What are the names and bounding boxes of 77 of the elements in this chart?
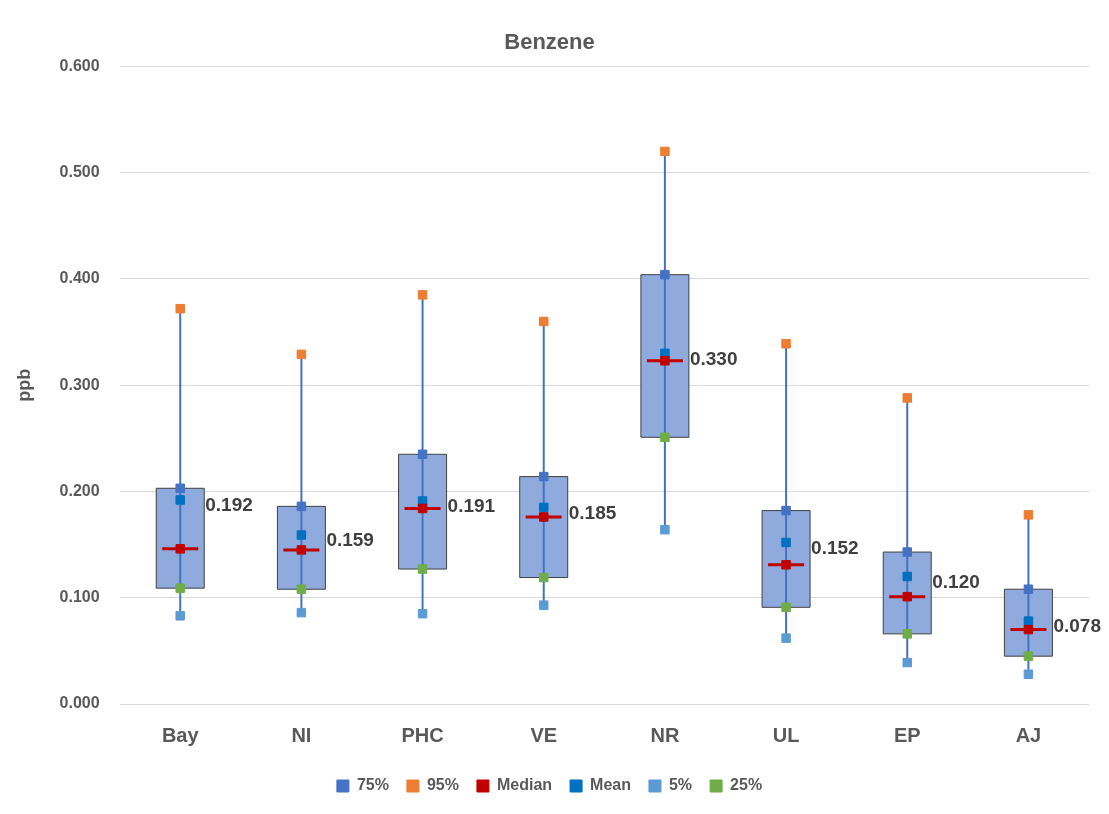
legend-label: 75%	[356, 776, 389, 794]
y-tick-label: 0.100	[59, 588, 100, 606]
point	[660, 356, 670, 366]
data-label: 0.330	[689, 347, 738, 369]
data-label: 0.191	[447, 495, 496, 517]
point	[296, 607, 307, 618]
point	[538, 502, 549, 513]
point	[296, 349, 307, 360]
data-label: 0.185	[568, 501, 617, 523]
point	[1023, 510, 1034, 520]
y-tick-label: 0.600	[59, 56, 100, 74]
point	[781, 339, 791, 349]
point	[175, 583, 185, 593]
point	[296, 584, 307, 594]
point	[781, 560, 791, 570]
legend-label: 5%	[668, 776, 693, 794]
legend-label: Mean	[590, 776, 631, 794]
point	[175, 303, 185, 314]
point	[417, 564, 428, 574]
point	[296, 545, 307, 555]
point	[417, 449, 428, 460]
legend-label: Median	[496, 776, 553, 794]
point	[902, 591, 912, 602]
point	[660, 269, 670, 280]
point	[781, 537, 791, 548]
x-tick-label: PHC	[401, 723, 444, 746]
data-label: 0.120	[932, 570, 980, 592]
point	[660, 524, 670, 535]
y-tick-label: 0.200	[59, 481, 100, 499]
y-tick-label: 0.300	[59, 375, 100, 393]
point	[660, 432, 670, 443]
data-label: 0.192	[205, 494, 253, 516]
point	[902, 657, 912, 668]
point	[1023, 584, 1034, 594]
data-label: 0.159	[326, 529, 374, 551]
point	[538, 316, 549, 327]
point	[175, 544, 185, 554]
x-tick-label: VE	[530, 723, 558, 746]
x-tick-label: NI	[291, 723, 312, 746]
point	[175, 495, 185, 505]
point	[902, 629, 912, 639]
point	[902, 571, 912, 582]
x-tick-label: NR	[650, 723, 680, 746]
y-tick-label: 0.500	[59, 163, 100, 181]
point	[538, 600, 549, 610]
point	[417, 503, 428, 514]
x-tick-label: EP	[893, 723, 921, 746]
data-label: 0.152	[811, 536, 859, 558]
point	[781, 602, 791, 613]
legend-label: 95%	[426, 776, 459, 794]
point	[1023, 624, 1034, 635]
point	[175, 611, 185, 621]
point	[538, 471, 549, 482]
data-label: 0.078	[1053, 615, 1101, 637]
point	[417, 290, 428, 300]
point	[1023, 651, 1034, 661]
legend-label: 25%	[730, 776, 763, 794]
point	[1023, 669, 1034, 679]
point	[296, 530, 307, 540]
point	[417, 608, 428, 619]
y-axis-title: ppb	[13, 368, 34, 402]
point	[902, 393, 912, 403]
point	[538, 512, 549, 522]
y-tick-label: 0.400	[59, 269, 100, 287]
point	[781, 633, 791, 643]
chart-title: Benzene	[504, 29, 595, 55]
point	[660, 146, 670, 157]
point	[296, 501, 307, 512]
x-tick-label: UL	[772, 723, 800, 746]
point	[175, 483, 185, 494]
point	[781, 505, 791, 516]
point	[902, 547, 912, 557]
x-tick-label: Bay	[161, 723, 200, 746]
point	[538, 572, 549, 583]
x-tick-label: AJ	[1015, 723, 1042, 746]
point	[1023, 616, 1034, 626]
y-tick-label: 0.000	[59, 694, 100, 712]
